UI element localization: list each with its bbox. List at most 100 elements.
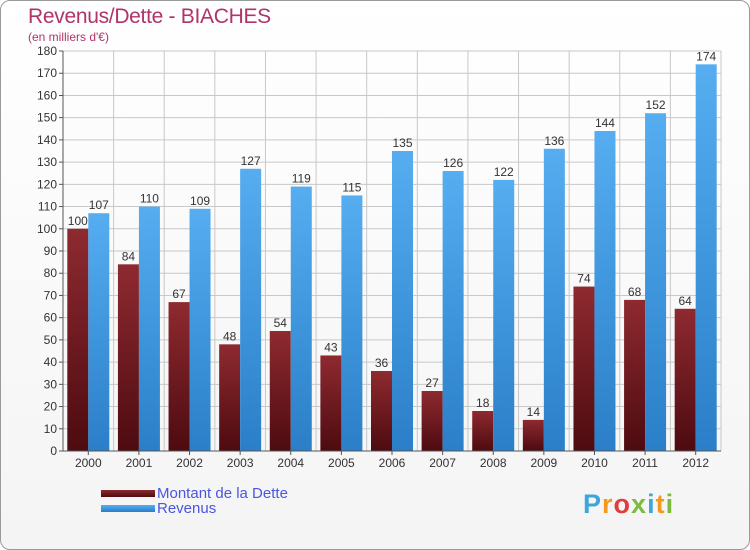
bar-revenus bbox=[695, 64, 717, 452]
data-label-revenus: 152 bbox=[646, 98, 666, 112]
bar-revenus bbox=[240, 168, 262, 451]
y-tick-label: 0 bbox=[50, 444, 57, 458]
bar-dette bbox=[219, 344, 241, 451]
bar-revenus bbox=[493, 179, 515, 451]
y-tick-label: 110 bbox=[38, 200, 57, 214]
y-tick-label: 10 bbox=[44, 422, 58, 436]
data-label-dette: 67 bbox=[172, 287, 186, 301]
x-tick-label: 2011 bbox=[632, 456, 658, 470]
logo-letter: i bbox=[665, 489, 675, 519]
bar-dette bbox=[67, 228, 89, 451]
data-label-revenus: 119 bbox=[292, 172, 311, 186]
data-label-dette: 48 bbox=[223, 329, 237, 343]
bar-dette bbox=[320, 355, 342, 451]
data-label-dette: 64 bbox=[679, 294, 693, 308]
data-label-revenus: 115 bbox=[342, 180, 361, 194]
y-tick-label: 90 bbox=[44, 244, 58, 258]
data-label-dette: 100 bbox=[68, 214, 88, 228]
x-tick-label: 2006 bbox=[379, 456, 406, 470]
data-label-revenus: 135 bbox=[392, 136, 412, 150]
y-tick-label: 40 bbox=[44, 355, 58, 369]
chart-title: Revenus/Dette - BIACHES bbox=[28, 5, 271, 28]
y-tick-label: 130 bbox=[37, 155, 57, 169]
bar-revenus bbox=[88, 213, 110, 451]
data-label-revenus: 126 bbox=[443, 156, 463, 170]
bar-dette bbox=[472, 411, 494, 451]
axes: 0 10 20 30 40 50 60 70 80 90 100 110 120 130 140 150 160… bbox=[37, 44, 721, 470]
x-tick-label: 2010 bbox=[581, 456, 608, 470]
data-label-revenus: 174 bbox=[696, 49, 716, 63]
x-tick-label: 2007 bbox=[429, 456, 456, 470]
data-label-dette: 74 bbox=[577, 272, 591, 286]
x-tick-label: 2009 bbox=[530, 456, 557, 470]
y-tick-label: 120 bbox=[37, 177, 57, 191]
data-label-dette: 14 bbox=[527, 405, 541, 419]
data-label-dette: 84 bbox=[122, 249, 136, 263]
bar-revenus bbox=[341, 195, 363, 451]
bar-dette bbox=[573, 286, 595, 451]
logo-letter: t bbox=[655, 489, 666, 519]
bar-revenus bbox=[290, 186, 312, 452]
x-tick-label: 2001 bbox=[126, 456, 153, 470]
data-label-dette: 36 bbox=[375, 356, 389, 370]
y-tick-label: 160 bbox=[37, 88, 57, 102]
x-tick-label: 2000 bbox=[75, 456, 102, 470]
x-tick-label: 2002 bbox=[176, 456, 203, 470]
bar-dette bbox=[624, 299, 646, 451]
data-label-revenus: 110 bbox=[140, 192, 159, 206]
bar-dette bbox=[421, 391, 443, 451]
x-tick-label: 2008 bbox=[480, 456, 507, 470]
x-tick-label: 2005 bbox=[328, 456, 355, 470]
data-label-revenus: 144 bbox=[595, 116, 615, 130]
y-tick-label: 30 bbox=[44, 377, 58, 391]
y-tick-label: 20 bbox=[44, 400, 58, 414]
bar-dette bbox=[522, 419, 544, 451]
bar-revenus bbox=[392, 151, 413, 451]
bar-dette bbox=[117, 264, 139, 451]
legend-swatch-dette bbox=[101, 490, 155, 497]
y-tick-label: 70 bbox=[44, 288, 58, 302]
bars bbox=[67, 64, 717, 452]
data-label-dette: 68 bbox=[628, 285, 642, 299]
proxiti-logo: Proxiti bbox=[583, 489, 674, 520]
logo-letter: x bbox=[631, 489, 648, 519]
x-tick-label: 2012 bbox=[682, 456, 709, 470]
data-label-revenus: 109 bbox=[190, 194, 210, 208]
bar-dette bbox=[674, 308, 696, 451]
y-tick-label: 50 bbox=[44, 333, 58, 347]
bar-revenus bbox=[594, 131, 616, 451]
data-label-revenus: 107 bbox=[89, 198, 109, 212]
data-label-revenus: 136 bbox=[544, 134, 564, 148]
bar-revenus bbox=[543, 148, 565, 451]
x-tick-label: 2003 bbox=[227, 456, 254, 470]
logo-letter: r bbox=[602, 489, 614, 519]
logo-letter: i bbox=[647, 489, 656, 519]
x-tick-label: 2004 bbox=[277, 456, 304, 470]
bar-revenus bbox=[645, 113, 667, 451]
data-label-dette: 54 bbox=[274, 316, 288, 330]
data-label-dette: 27 bbox=[425, 376, 439, 390]
y-tick-label: 80 bbox=[44, 266, 58, 280]
y-tick-label: 170 bbox=[37, 66, 57, 80]
y-tick-label: 100 bbox=[37, 222, 57, 236]
chart-subtitle: (en milliers d'€) bbox=[28, 30, 109, 44]
y-tick-label: 60 bbox=[44, 311, 58, 325]
bar-dette bbox=[371, 371, 392, 451]
bar-dette bbox=[269, 331, 291, 451]
bar-dette bbox=[168, 302, 190, 451]
y-tick-label: 150 bbox=[37, 111, 57, 125]
logo-letter: P bbox=[583, 489, 603, 519]
y-tick-label: 180 bbox=[37, 44, 57, 58]
data-label-revenus: 127 bbox=[241, 154, 261, 168]
data-label-dette: 18 bbox=[476, 396, 490, 410]
bar-revenus bbox=[138, 206, 160, 451]
data-label-dette: 43 bbox=[324, 340, 338, 354]
logo-letter: o bbox=[613, 489, 632, 519]
legend-label-dette: Montant de la Dette bbox=[157, 485, 288, 502]
y-tick-label: 140 bbox=[37, 133, 57, 147]
bar-revenus bbox=[189, 208, 211, 451]
bar-revenus bbox=[442, 171, 464, 451]
